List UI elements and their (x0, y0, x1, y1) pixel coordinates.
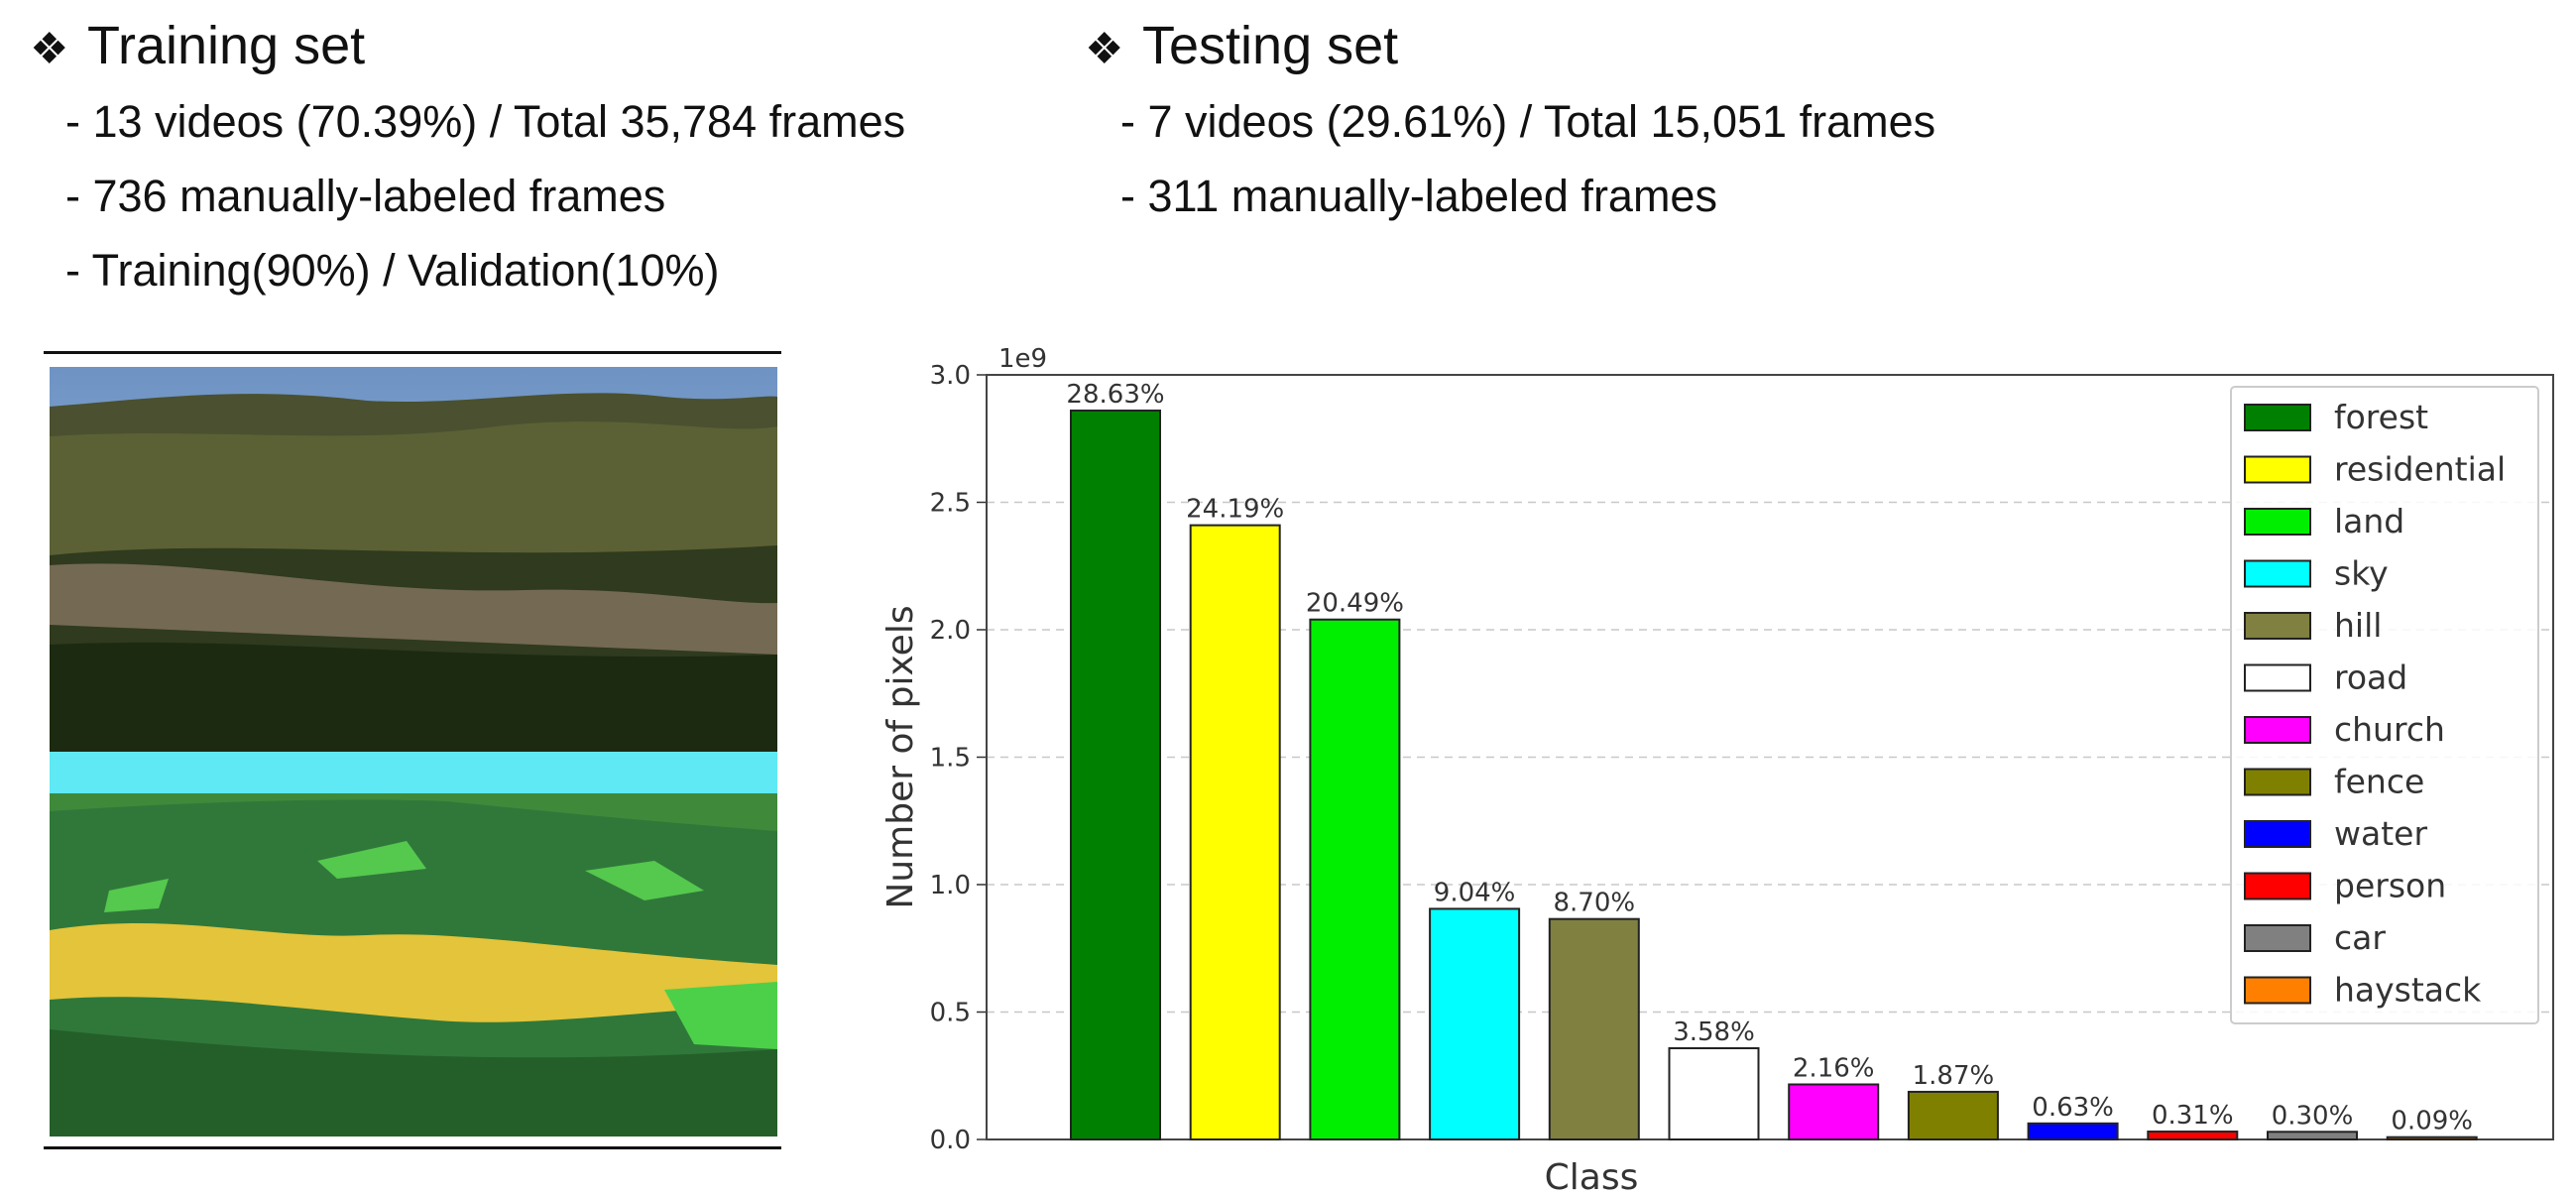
bar-label-car: 0.30% (2272, 1101, 2354, 1131)
scale-label: 1e9 (998, 344, 1047, 374)
legend-swatch-car (2244, 924, 2311, 952)
bar-label-person: 0.31% (2152, 1101, 2234, 1131)
y-tick-label: 1.5 (930, 744, 971, 774)
legend-label-land: land (2334, 502, 2404, 540)
y-tick-label: 3.0 (930, 361, 971, 391)
bar-label-residential: 24.19% (1186, 495, 1284, 525)
plot-frame (986, 374, 2554, 1140)
legend-swatch-sky (2244, 559, 2311, 588)
bar-label-hill: 8.70% (1553, 889, 1635, 918)
legend-swatch-fence (2244, 768, 2311, 796)
testing-heading-text: Testing set (1142, 16, 1399, 75)
pixel-distribution-chart: 0.0 0.5 1.0 1.5 2.0 2.5 3.0 1e9 Class Number of p… (880, 344, 2554, 1196)
bar-label-fence: 1.87% (1913, 1061, 1995, 1091)
bar-church (1788, 1083, 1880, 1140)
bar-label-road: 3.58% (1673, 1017, 1755, 1047)
legend-label-road: road (2334, 658, 2407, 697)
testing-bullet-videos: - 7 videos (29.61%) / Total 15,051 frame… (1120, 96, 1936, 147)
legend-swatch-land (2244, 508, 2311, 536)
segmentation-mask (50, 752, 777, 1136)
legend-label-church: church (2334, 710, 2445, 749)
y-tick-label: 1.0 (930, 871, 971, 900)
bar-car (2267, 1131, 2358, 1140)
bar-label-land: 20.49% (1306, 589, 1404, 619)
legend-swatch-person (2244, 872, 2311, 900)
legend-swatch-road (2244, 663, 2311, 692)
bar-forest (1070, 409, 1161, 1141)
bar-label-haystack: 0.09% (2391, 1107, 2473, 1136)
y-tick-label: 2.5 (930, 489, 971, 519)
legend-label-residential: residential (2334, 450, 2506, 489)
image-bottom-rule (44, 1146, 781, 1149)
legend-swatch-residential (2244, 455, 2311, 484)
testing-bullet-labeled: - 311 manually-labeled frames (1120, 171, 1717, 221)
bar-hill (1548, 917, 1640, 1140)
training-heading-text: Training set (87, 16, 366, 75)
legend-label-person: person (2334, 867, 2446, 905)
testing-heading: ❖ Testing set (1085, 16, 1398, 79)
y-tick-label: 2.0 (930, 616, 971, 646)
diamond-bullet-icon: ❖ (1085, 25, 1124, 73)
y-axis-label: Number of pixels (880, 605, 921, 908)
training-bullet-labeled: - 736 manually-labeled frames (65, 171, 666, 221)
x-axis-label: Class (1545, 1157, 1639, 1196)
bar-residential (1189, 524, 1281, 1140)
bar-water (2027, 1122, 2119, 1141)
diamond-bullet-icon: ❖ (30, 25, 69, 73)
legend-box (2230, 386, 2539, 1024)
legend-label-fence: fence (2334, 763, 2424, 801)
bar-land (1309, 618, 1401, 1141)
training-bullet-videos: - 13 videos (70.39%) / Total 35,784 fram… (65, 96, 906, 147)
training-bullet-split: - Training(90%) / Validation(10%) (65, 245, 720, 296)
bar-label-water: 0.63% (2032, 1093, 2114, 1123)
aerial-photo (50, 367, 777, 752)
legend-label-water: water (2334, 814, 2427, 853)
legend-swatch-water (2244, 820, 2311, 848)
legend-label-car: car (2334, 918, 2386, 957)
bar-label-forest: 28.63% (1066, 380, 1164, 410)
bar-label-sky: 9.04% (1434, 878, 1516, 907)
bar-fence (1907, 1090, 1999, 1140)
bar-haystack (2386, 1136, 2478, 1141)
bar-road (1668, 1046, 1760, 1141)
y-tick-label: 0.0 (930, 1126, 971, 1155)
legend-label-forest: forest (2334, 398, 2428, 436)
legend-label-hill: hill (2334, 606, 2382, 645)
legend-swatch-haystack (2244, 976, 2311, 1005)
bar-label-church: 2.16% (1793, 1053, 1875, 1083)
legend-swatch-hill (2244, 612, 2311, 640)
training-heading: ❖ Training set (30, 16, 365, 79)
legend-label-haystack: haystack (2334, 971, 2482, 1010)
image-top-rule (44, 351, 781, 354)
legend-label-sky: sky (2334, 554, 2389, 593)
bar-sky (1429, 907, 1521, 1140)
y-tick-label: 0.5 (930, 999, 971, 1028)
bar-person (2147, 1131, 2239, 1141)
legend-swatch-forest (2244, 404, 2311, 431)
legend-swatch-church (2244, 716, 2311, 744)
